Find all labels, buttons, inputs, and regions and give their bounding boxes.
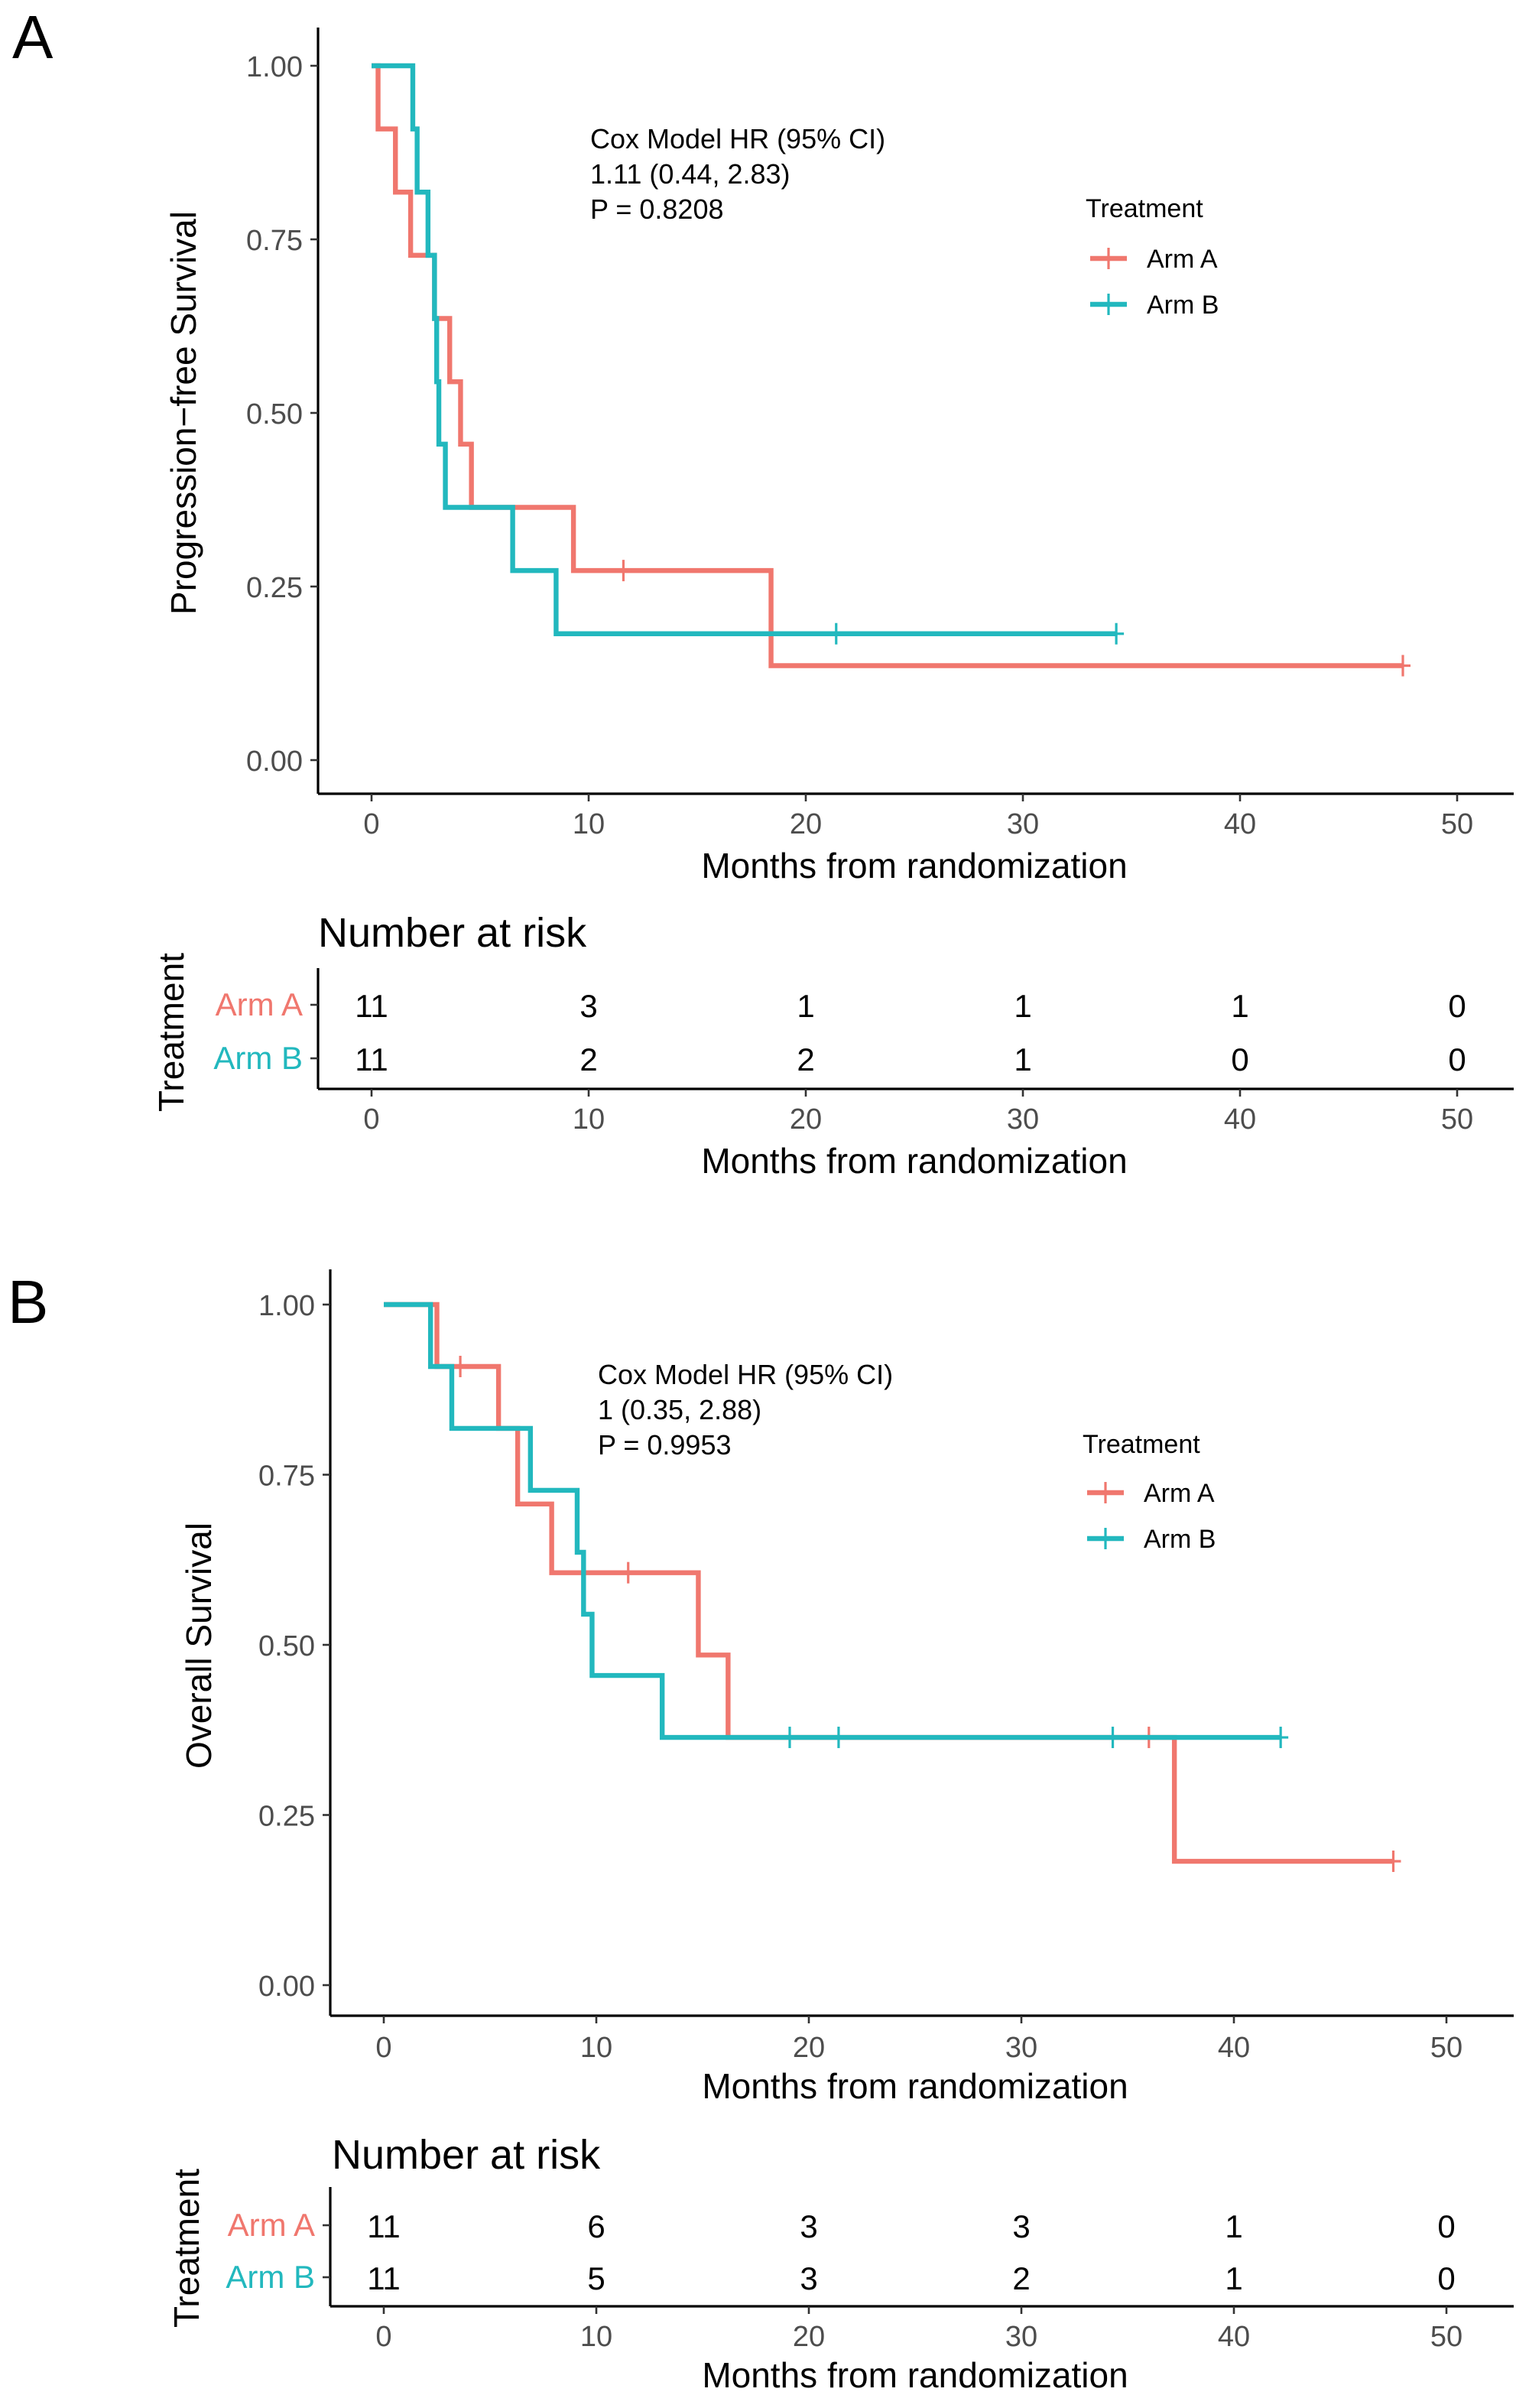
risk-x-axis-label: Months from randomization [701, 1141, 1127, 1181]
risk-count: 0 [1448, 988, 1466, 1024]
risk-count: 1 [1014, 1042, 1031, 1077]
risk-x-axis-label: Months from randomization [702, 2355, 1128, 2395]
y-axis-label: Overall Survival [179, 1522, 219, 1769]
risk-count: 1 [1231, 988, 1248, 1024]
risk-count: 0 [1437, 2208, 1455, 2244]
legend-label: Arm A [1144, 1479, 1215, 1508]
x-tick-label: 10 [573, 808, 605, 840]
risk-count: 11 [355, 1042, 388, 1077]
x-tick-label: 50 [1441, 808, 1473, 840]
risk-count: 2 [797, 1042, 814, 1077]
risk-count: 1 [1225, 2260, 1242, 2296]
y-tick-label: 1.00 [258, 1290, 315, 1322]
risk-row-label: Arm A [228, 2207, 315, 2243]
risk-x-tick-label: 30 [1007, 1103, 1039, 1136]
x-tick-label: 20 [793, 2032, 825, 2064]
y-tick-label: 0.75 [246, 225, 303, 257]
risk-x-tick-label: 10 [573, 1103, 605, 1136]
risk-x-tick-label: 20 [793, 2321, 825, 2353]
risk-count: 5 [587, 2260, 605, 2296]
cox-annotation-line: 1 (0.35, 2.88) [598, 1394, 761, 1425]
y-tick-label: 0.25 [258, 1801, 315, 1833]
risk-x-tick-label: 0 [375, 2321, 391, 2353]
y-tick-label: 1.00 [246, 51, 303, 83]
x-tick-label: 30 [1007, 808, 1039, 840]
x-axis-label: Months from randomization [702, 2066, 1128, 2106]
y-tick-label: 0.75 [258, 1461, 315, 1493]
cox-annotation-line: Cox Model HR (95% CI) [590, 123, 885, 154]
y-axis-label: Progression−free Survival [164, 211, 203, 615]
risk-table-title: Number at risk [318, 910, 587, 956]
x-tick-label: 30 [1005, 2032, 1037, 2064]
legend-title: Treatment [1083, 1430, 1200, 1459]
risk-count: 3 [579, 988, 597, 1024]
legend-label: Arm A [1147, 245, 1218, 274]
y-tick-label: 0.50 [246, 398, 303, 431]
x-tick-label: 10 [580, 2032, 612, 2064]
x-tick-label: 40 [1224, 808, 1256, 840]
x-axis-label: Months from randomization [701, 846, 1127, 886]
y-tick-label: 0.25 [246, 572, 303, 604]
risk-row-label: Arm A [216, 986, 303, 1022]
x-tick-label: 0 [363, 808, 379, 840]
risk-count: 3 [800, 2208, 817, 2244]
risk-row-label: Arm B [213, 1040, 303, 1076]
x-tick-label: 50 [1430, 2032, 1462, 2064]
risk-count: 6 [587, 2208, 605, 2244]
risk-count: 11 [355, 988, 388, 1024]
risk-count: 0 [1231, 1042, 1248, 1077]
cox-annotation-line: P = 0.8208 [590, 193, 724, 225]
y-tick-label: 0.50 [258, 1630, 315, 1662]
risk-row-label: Arm B [226, 2259, 315, 2295]
risk-table-title: Number at risk [332, 2132, 601, 2178]
legend-label: Arm B [1144, 1525, 1216, 1554]
risk-y-axis-label: Treatment [151, 953, 191, 1112]
risk-x-tick-label: 0 [363, 1103, 379, 1136]
panel-label: B [8, 1268, 48, 1336]
risk-count: 2 [1012, 2260, 1030, 2296]
risk-count: 0 [1437, 2260, 1455, 2296]
risk-x-tick-label: 40 [1218, 2321, 1250, 2353]
risk-x-tick-label: 30 [1005, 2321, 1037, 2353]
risk-count: 1 [797, 988, 814, 1024]
legend-title: Treatment [1086, 194, 1203, 223]
risk-count: 2 [579, 1042, 597, 1077]
risk-count: 3 [800, 2260, 817, 2296]
x-tick-label: 20 [790, 808, 822, 840]
y-tick-label: 0.00 [258, 1971, 315, 2003]
cox-annotation-line: Cox Model HR (95% CI) [598, 1359, 893, 1390]
risk-count: 0 [1448, 1042, 1466, 1077]
cox-annotation-line: 1.11 (0.44, 2.83) [590, 158, 790, 190]
y-tick-label: 0.00 [246, 746, 303, 778]
km-curve-arm-b [384, 1301, 1281, 1740]
risk-x-tick-label: 20 [790, 1103, 822, 1136]
risk-x-tick-label: 50 [1441, 1103, 1473, 1136]
x-tick-label: 40 [1218, 2032, 1250, 2064]
km-curve-arm-b [372, 63, 1117, 636]
km-curve-arm-a [372, 63, 1403, 668]
risk-x-tick-label: 10 [580, 2321, 612, 2353]
risk-count: 1 [1225, 2208, 1242, 2244]
risk-x-tick-label: 50 [1430, 2321, 1462, 2353]
risk-count: 3 [1012, 2208, 1030, 2244]
panel-label: A [12, 3, 54, 71]
cox-annotation-line: P = 0.9953 [598, 1429, 732, 1461]
risk-count: 11 [367, 2260, 401, 2296]
risk-y-axis-label: Treatment [167, 2169, 206, 2328]
risk-x-tick-label: 40 [1224, 1103, 1256, 1136]
risk-count: 11 [367, 2208, 401, 2244]
risk-count: 1 [1014, 988, 1031, 1024]
x-tick-label: 0 [375, 2032, 391, 2064]
legend-label: Arm B [1147, 291, 1219, 320]
